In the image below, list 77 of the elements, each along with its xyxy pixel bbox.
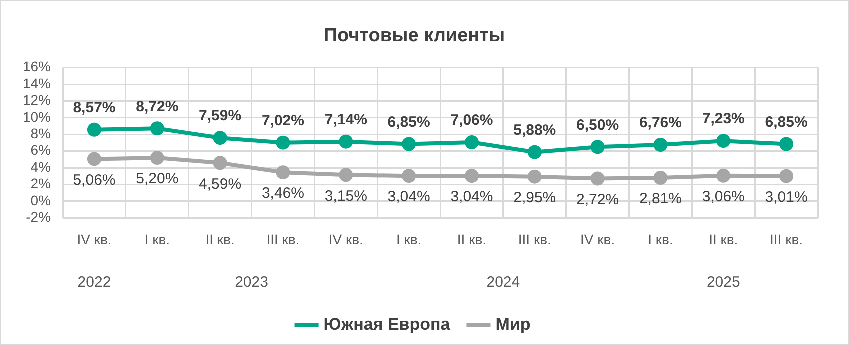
text: 2023 (235, 274, 268, 292)
x-tick-label: III кв. (518, 231, 552, 248)
data-label: 3,04% (388, 188, 430, 206)
point (590, 140, 605, 154)
data-label: 7,06% (450, 112, 494, 130)
point (780, 137, 794, 152)
point (213, 131, 228, 146)
data-label: 2,72% (576, 191, 620, 208)
data-label: 6,76% (639, 114, 682, 132)
y-tick-label: 0% (30, 192, 52, 208)
data-label: 2,81% (639, 190, 682, 208)
point (87, 122, 102, 137)
data-label: 3,04% (450, 188, 494, 206)
data-label: 7,23% (702, 110, 745, 128)
data-label: 6,85% (388, 114, 430, 131)
point (464, 169, 479, 184)
y-tick-label: 4% (30, 158, 52, 175)
point (716, 168, 731, 183)
x-tick-label: III кв. (266, 231, 300, 248)
data-label: 7,14% (324, 111, 368, 128)
data-label: 7,59% (199, 108, 242, 125)
x-tick-label: I кв. (648, 231, 674, 248)
x-tick-label: I кв. (396, 231, 422, 248)
y-tick-label: 12% (22, 92, 52, 108)
y-tick-label: 16% (22, 58, 52, 75)
point (276, 136, 290, 150)
x-tick-label: II кв. (709, 231, 738, 248)
point (402, 169, 416, 184)
data-label: 8,57% (73, 100, 116, 117)
y-tick-label: 14% (22, 75, 52, 92)
point (339, 168, 354, 182)
data-label: 5,06% (73, 172, 116, 189)
data-label: 5,88% (514, 122, 556, 139)
point (528, 145, 542, 160)
data-label: 8,72% (136, 98, 179, 116)
point (654, 138, 668, 152)
point (716, 134, 731, 148)
text: 2025 (706, 274, 740, 292)
x-tick-label: II кв. (457, 231, 487, 248)
point (87, 152, 102, 166)
y-tick-label: 2% (30, 176, 52, 192)
x-tick-label: I кв. (144, 231, 170, 248)
text: 2022 (78, 274, 112, 292)
point (276, 166, 290, 180)
point (339, 134, 354, 149)
point (150, 122, 164, 136)
legend-label: Южная Европа (324, 315, 451, 334)
point (150, 151, 164, 166)
data-label: 3,01% (765, 188, 808, 206)
data-label: 3,46% (262, 185, 304, 202)
x-tick-label: II кв. (206, 231, 235, 248)
chart-title: Почтовые клиенты (324, 26, 506, 47)
x-tick-label: IV кв. (580, 231, 616, 248)
legend-label: Мир (496, 315, 531, 334)
y-tick-label: -2% (26, 209, 52, 226)
data-label: 4,59% (199, 176, 242, 193)
point (528, 170, 542, 184)
point (464, 136, 479, 150)
x-tick-label: IV кв. (77, 231, 112, 248)
data-label: 2,95% (514, 189, 556, 206)
data-label: 3,15% (324, 188, 368, 205)
data-label: 6,50% (576, 116, 620, 134)
point (780, 169, 794, 184)
point (654, 171, 668, 186)
data-label: 6,85% (765, 114, 808, 131)
x-tick-label: IV кв. (328, 231, 364, 248)
y-tick-label: 8% (30, 126, 52, 142)
y-tick-label: 6% (30, 142, 52, 158)
point (590, 172, 605, 186)
point (213, 156, 228, 170)
y-tick-label: 10% (22, 108, 52, 125)
point (402, 137, 416, 152)
text: 2024 (486, 274, 520, 292)
x-tick-label: III кв. (770, 231, 804, 248)
data-label: 3,06% (702, 188, 745, 206)
data-label: 5,20% (136, 170, 179, 188)
data-label: 7,02% (262, 112, 304, 130)
